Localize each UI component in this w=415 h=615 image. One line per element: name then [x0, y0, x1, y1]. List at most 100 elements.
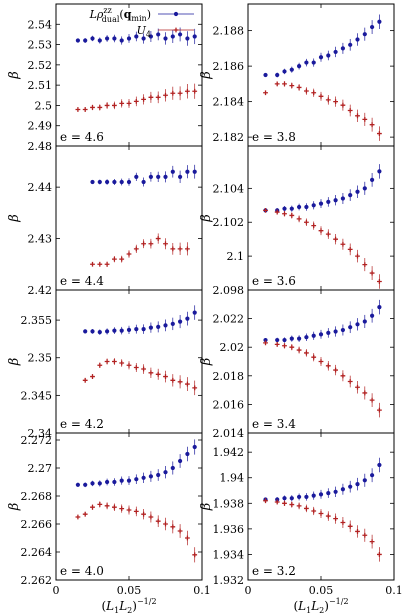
data-point: [333, 329, 338, 334]
data-point: [325, 513, 331, 519]
y-tick-label: 2.34: [28, 427, 53, 440]
data-point: [355, 529, 360, 534]
data-point: [192, 34, 197, 39]
data-point: [185, 169, 190, 174]
y-tick-label: 2.022: [213, 313, 245, 326]
data-point: [97, 481, 102, 486]
data-point: [355, 37, 360, 42]
data-point: [148, 325, 153, 330]
data-point: [263, 90, 268, 96]
y-axis-label: β: [7, 214, 22, 223]
y-tick-label: 2.268: [21, 490, 53, 503]
y-tick-label: 1.94: [220, 472, 245, 485]
legend: Lρzz dual(qmin)U4: [89, 6, 194, 39]
data-point: [377, 462, 382, 468]
legend-label: U4: [137, 24, 151, 39]
data-point: [192, 444, 197, 450]
data-point: [355, 253, 360, 259]
data-point: [133, 98, 139, 104]
data-point: [141, 511, 146, 517]
data-point: [377, 407, 382, 413]
data-point: [119, 506, 125, 511]
data-point: [105, 329, 110, 334]
data-point: [370, 313, 375, 318]
data-point: [304, 350, 309, 356]
data-point: [178, 319, 183, 324]
data-point: [275, 497, 280, 502]
data-point: [75, 38, 80, 43]
data-point: [282, 500, 287, 506]
y-tick-label: 2.51: [28, 79, 53, 92]
data-point: [377, 169, 382, 174]
data-point: [296, 347, 302, 353]
data-point: [304, 88, 309, 94]
data-point: [355, 189, 360, 194]
data-point: [97, 179, 102, 185]
data-point: [155, 371, 161, 377]
y-axis-label: β: [199, 503, 214, 512]
series-u4: [263, 340, 382, 418]
panel-annotation: e = 4.2: [60, 417, 104, 431]
x-tick-label: 0: [245, 584, 252, 597]
data-point: [177, 90, 183, 96]
data-point: [318, 332, 324, 337]
data-point: [112, 36, 117, 41]
data-point: [133, 246, 139, 252]
series-u4: [263, 207, 382, 289]
data-point: [119, 101, 125, 106]
data-point: [192, 310, 197, 315]
data-point: [289, 502, 295, 507]
series-rho: [263, 14, 382, 78]
data-point: [377, 305, 382, 310]
data-point: [362, 478, 367, 483]
data-point: [163, 36, 168, 41]
data-point: [83, 38, 88, 43]
data-point: [170, 524, 176, 530]
series-rho: [263, 299, 382, 343]
panel-annotation: e = 3.6: [252, 274, 296, 288]
data-point: [263, 340, 268, 346]
data-point: [141, 36, 146, 41]
data-point: [170, 34, 175, 39]
data-point: [112, 179, 117, 185]
data-point: [97, 38, 102, 43]
y-tick-label: 2.016: [213, 398, 245, 411]
data-point: [105, 179, 110, 185]
y-axis-label: β: [199, 358, 214, 367]
panel-e=3.8: 2.182 2.184 2.186 2.188 β e = 3.8: [199, 3, 395, 147]
x-tick-label: 0: [53, 584, 60, 597]
y-tick-label: 2.018: [213, 370, 245, 383]
data-point: [134, 477, 139, 482]
data-point: [369, 270, 375, 276]
data-point: [333, 236, 338, 242]
data-point: [134, 174, 139, 179]
data-point: [97, 261, 103, 267]
data-point: [274, 499, 280, 505]
panel-annotation: e = 3.8: [252, 130, 296, 144]
data-point: [296, 85, 302, 90]
data-point: [148, 94, 154, 100]
data-point: [134, 34, 139, 39]
data-point: [274, 209, 280, 215]
data-point: [126, 179, 132, 185]
data-point: [340, 373, 346, 379]
data-point: [370, 473, 375, 478]
data-point: [126, 507, 132, 513]
data-point: [141, 96, 146, 102]
data-point: [105, 479, 110, 485]
data-point: [377, 279, 382, 284]
y-tick-label: 2.52: [28, 59, 53, 72]
data-point: [326, 199, 331, 205]
data-point: [333, 489, 338, 494]
data-point: [289, 496, 294, 501]
data-point: [289, 336, 294, 341]
y-tick-label: 1.938: [213, 497, 245, 510]
data-point: [148, 474, 153, 479]
data-point: [362, 116, 368, 122]
data-point: [347, 523, 353, 529]
data-point: [163, 92, 168, 98]
y-tick-label: 2.014: [213, 427, 245, 440]
data-point: [119, 478, 124, 483]
data-point: [311, 333, 316, 338]
